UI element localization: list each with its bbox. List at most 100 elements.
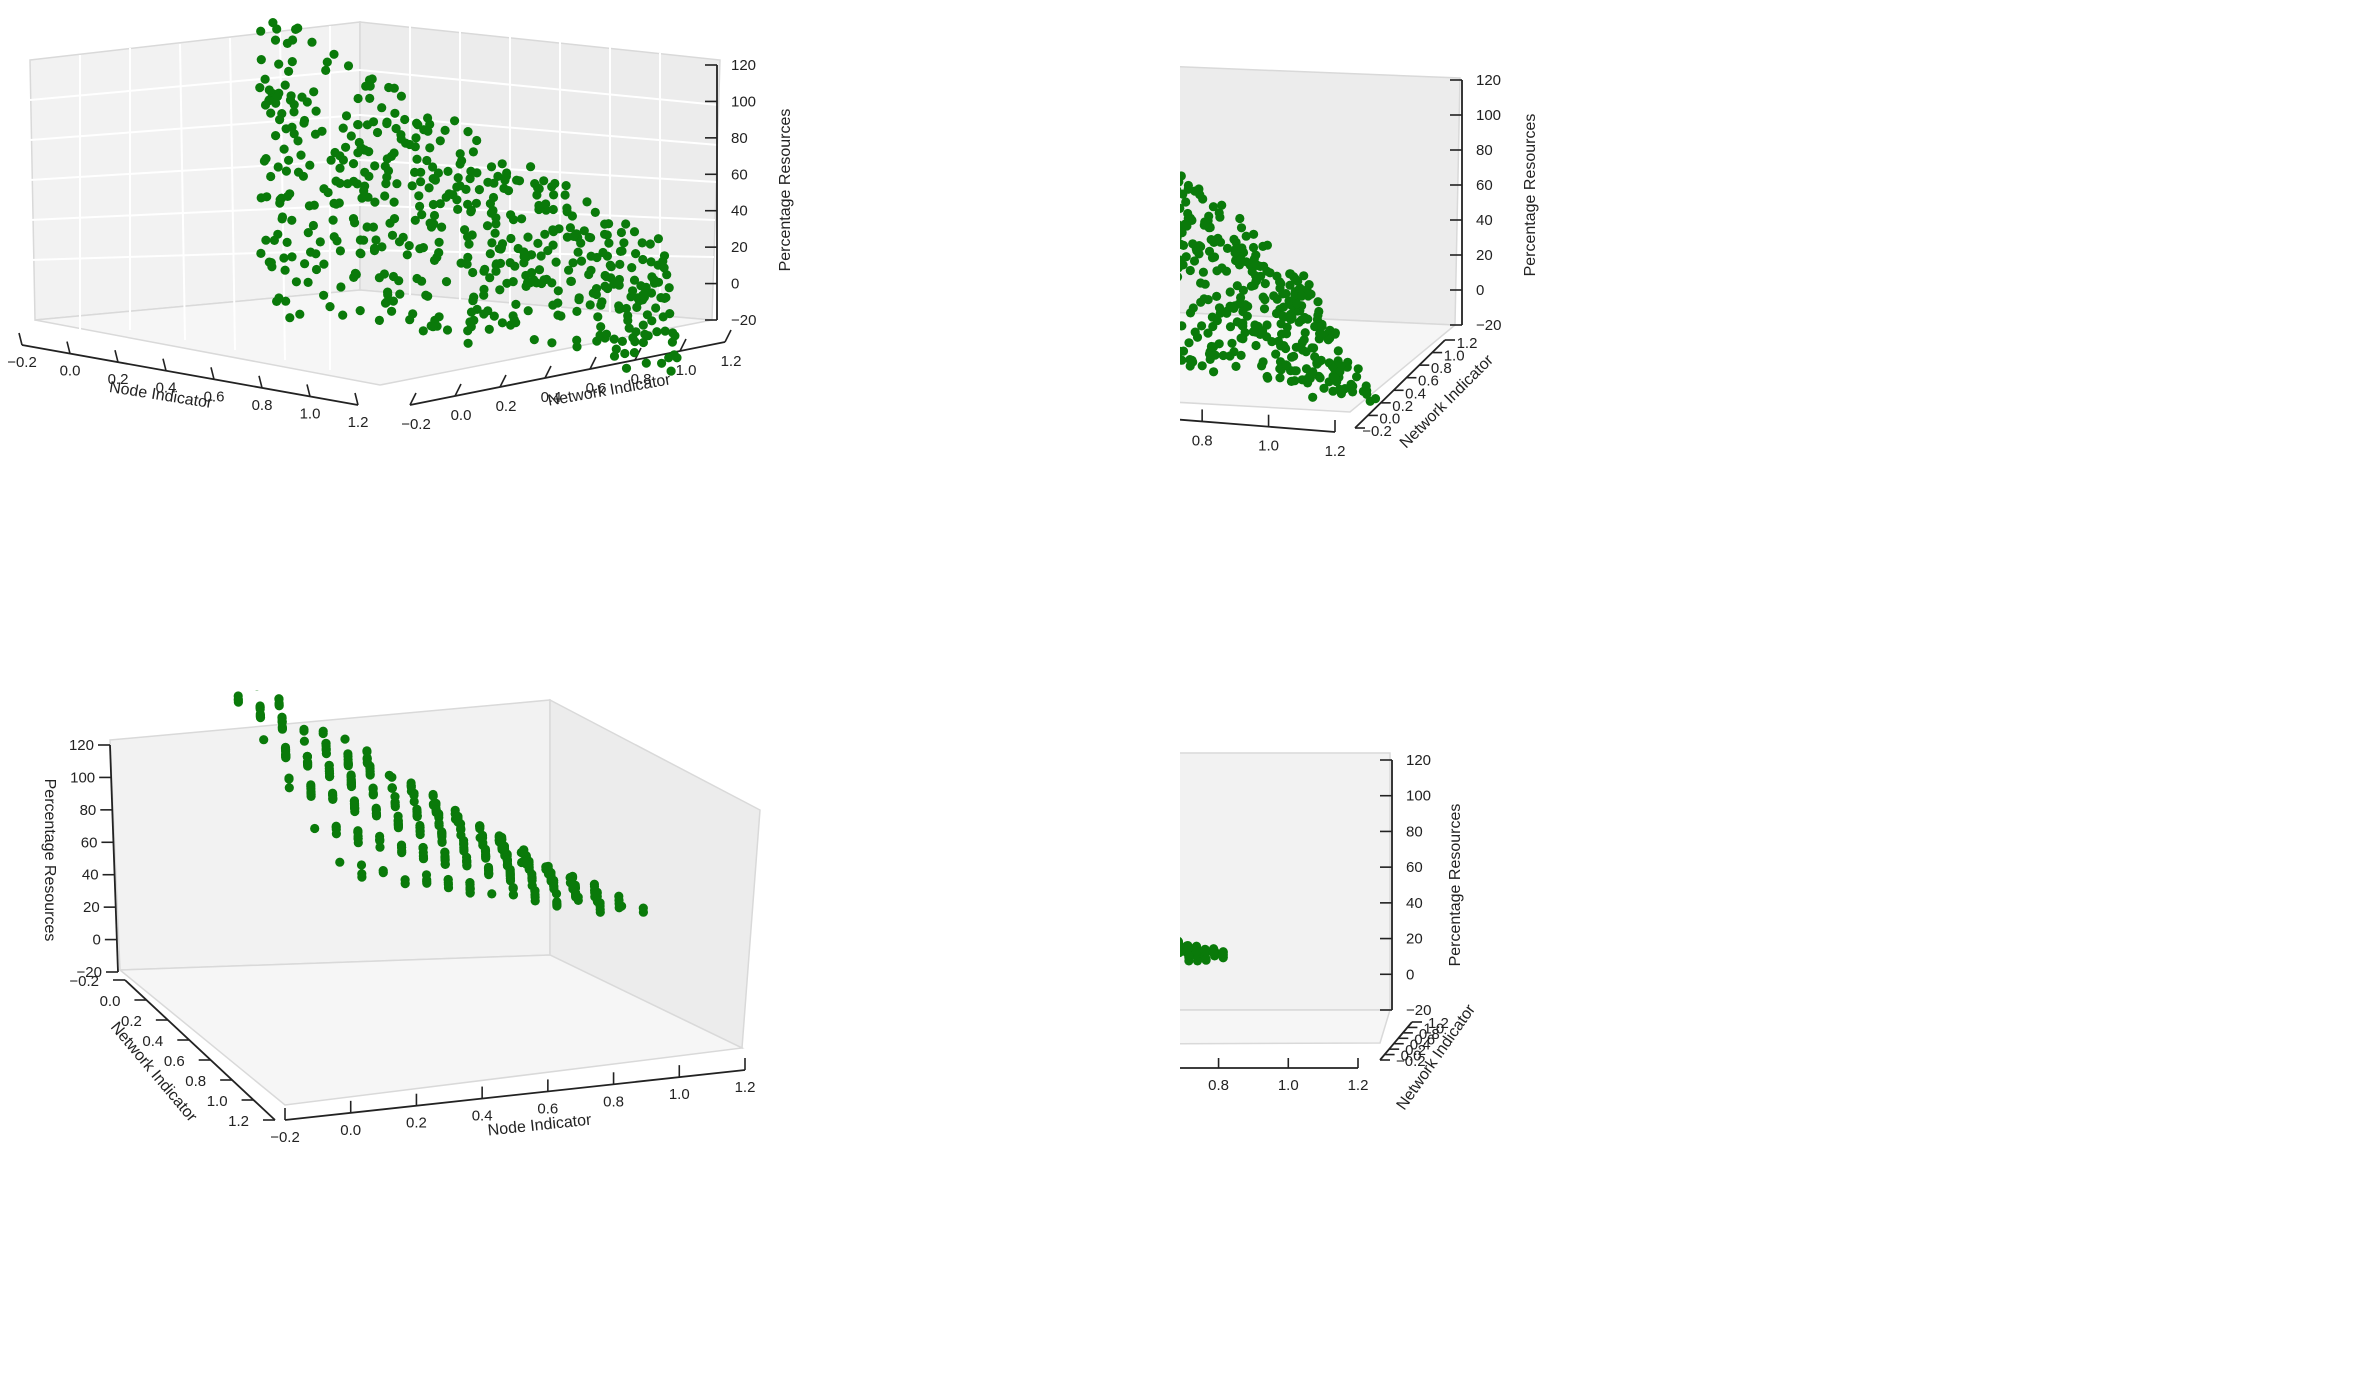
data-point	[357, 193, 367, 203]
x-axis-tick-label: 1.2	[1325, 443, 1346, 460]
x-axis-tick-label: 0.8	[1192, 432, 1213, 449]
y-axis-line	[1354, 339, 1446, 429]
data-point	[394, 276, 404, 286]
data-point	[323, 187, 333, 198]
data-point	[1191, 946, 1202, 956]
data-point	[463, 252, 473, 262]
data-point	[1265, 268, 1275, 278]
y-axis-tick	[544, 365, 552, 379]
data-point	[289, 129, 299, 139]
data-point	[1236, 350, 1246, 360]
data-point	[362, 746, 372, 756]
z-axis-tick-label: 120	[731, 57, 756, 74]
data-point	[523, 306, 533, 316]
data-point	[664, 353, 674, 363]
data-point	[334, 198, 344, 208]
data-point	[549, 884, 559, 894]
data-point	[601, 272, 611, 282]
data-point	[364, 147, 374, 157]
data-point	[465, 174, 475, 184]
data-point	[502, 278, 512, 288]
data-point	[497, 239, 508, 249]
data-point	[380, 191, 390, 201]
floor-pane	[1180, 1009, 1392, 1045]
data-point	[401, 138, 411, 148]
data-point	[1217, 200, 1227, 210]
data-point	[442, 325, 453, 335]
data-point	[335, 246, 345, 256]
data-point	[1204, 211, 1214, 221]
y-axis-tick-label: 0.4	[142, 1033, 163, 1050]
data-point	[598, 247, 608, 258]
data-point	[614, 891, 624, 901]
data-point	[1236, 223, 1247, 233]
data-point	[1180, 239, 1186, 249]
data-point	[1229, 234, 1239, 244]
data-point	[1291, 366, 1301, 376]
data-point	[636, 281, 646, 291]
data-point	[1229, 347, 1239, 357]
data-point	[293, 136, 303, 146]
data-point	[1182, 221, 1192, 231]
data-point	[284, 774, 294, 784]
grid-line	[359, 69, 719, 106]
x-axis-tick-label: 1.2	[735, 1079, 756, 1096]
data-point	[502, 861, 513, 871]
data-point	[464, 239, 474, 249]
data-point	[523, 232, 533, 242]
data-point	[488, 192, 499, 203]
data-point	[497, 159, 507, 169]
y-axis-tick-label: 0.8	[631, 371, 652, 388]
data-point	[1275, 373, 1285, 383]
data-point	[335, 857, 345, 867]
data-point	[287, 215, 297, 225]
data-point	[508, 215, 519, 225]
data-point	[617, 246, 627, 256]
data-point	[338, 123, 348, 133]
data-point	[483, 863, 494, 873]
data-point	[657, 358, 667, 368]
data-point	[434, 819, 444, 829]
data-point	[350, 218, 360, 228]
data-point	[534, 265, 545, 275]
data-point	[521, 281, 531, 291]
data-point	[576, 238, 586, 248]
data-point	[548, 225, 558, 235]
z-axis-tick-label: 100	[1406, 788, 1431, 805]
data-point	[1235, 213, 1245, 224]
data-point	[264, 85, 274, 95]
data-point	[1249, 229, 1259, 239]
data-point	[1330, 329, 1340, 339]
data-point	[392, 179, 402, 189]
data-point	[389, 214, 400, 224]
data-point	[584, 232, 594, 242]
data-point	[330, 147, 340, 158]
data-point	[261, 235, 271, 245]
data-point	[533, 238, 543, 248]
data-point	[299, 736, 309, 746]
data-point	[1199, 220, 1209, 230]
data-point	[374, 273, 384, 283]
x-axis-tick	[162, 358, 167, 371]
data-point	[659, 251, 670, 261]
data-point	[471, 198, 481, 208]
data-point	[1184, 338, 1194, 348]
data-point	[440, 125, 450, 135]
data-point	[468, 295, 478, 305]
data-point	[595, 907, 605, 917]
data-point	[453, 173, 463, 183]
data-point	[429, 210, 440, 221]
data-point	[410, 142, 420, 152]
data-point	[267, 262, 277, 272]
z-axis-tick-label: −20	[77, 964, 102, 981]
data-point	[629, 348, 640, 358]
data-point	[1313, 297, 1323, 307]
z-axis-tick-label: 80	[1476, 142, 1493, 159]
data-point	[455, 149, 465, 159]
data-point	[418, 243, 428, 253]
data-point	[280, 80, 290, 90]
x-axis-tick-label: 1.0	[300, 405, 321, 422]
data-point	[324, 760, 334, 770]
data-point	[539, 176, 549, 186]
